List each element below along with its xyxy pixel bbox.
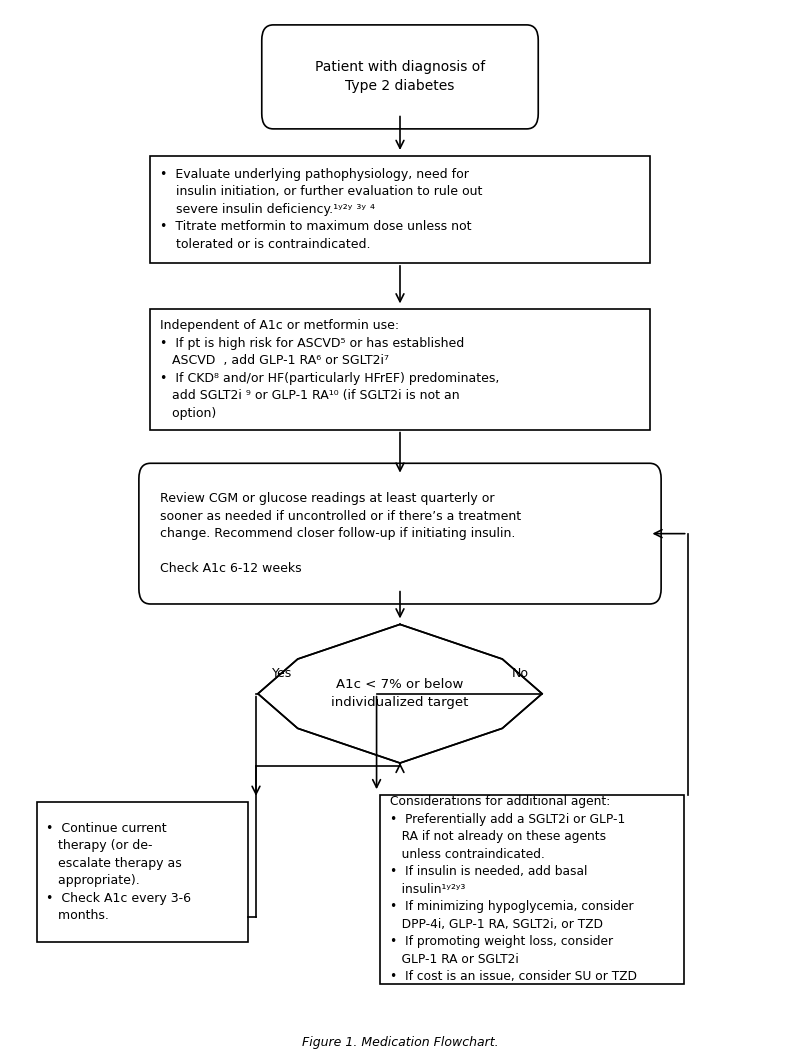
FancyBboxPatch shape — [150, 309, 650, 430]
FancyBboxPatch shape — [139, 463, 661, 604]
Polygon shape — [258, 624, 542, 763]
Text: A1c < 7% or below
individualized target: A1c < 7% or below individualized target — [331, 679, 469, 709]
Text: Patient with diagnosis of
Type 2 diabetes: Patient with diagnosis of Type 2 diabete… — [315, 61, 485, 93]
Text: •  Evaluate underlying pathophysiology, need for
    insulin initiation, or furt: • Evaluate underlying pathophysiology, n… — [160, 168, 482, 251]
Text: No: No — [511, 667, 528, 681]
Text: Yes: Yes — [272, 667, 292, 681]
Text: Independent of A1c or metformin use:
•  If pt is high risk for ASCVD⁵ or has est: Independent of A1c or metformin use: • I… — [160, 320, 499, 419]
FancyBboxPatch shape — [37, 802, 248, 942]
FancyBboxPatch shape — [150, 156, 650, 263]
Text: Considerations for additional agent:
•  Preferentially add a SGLT2i or GLP-1
   : Considerations for additional agent: • P… — [390, 795, 637, 983]
Text: •  Continue current
   therapy (or de-
   escalate therapy as
   appropriate).
•: • Continue current therapy (or de- escal… — [46, 822, 191, 923]
Text: Review CGM or glucose readings at least quarterly or
sooner as needed if uncontr: Review CGM or glucose readings at least … — [160, 492, 521, 576]
Text: Figure 1. Medication Flowchart.: Figure 1. Medication Flowchart. — [302, 1037, 498, 1049]
FancyBboxPatch shape — [381, 795, 684, 983]
FancyBboxPatch shape — [262, 24, 538, 129]
